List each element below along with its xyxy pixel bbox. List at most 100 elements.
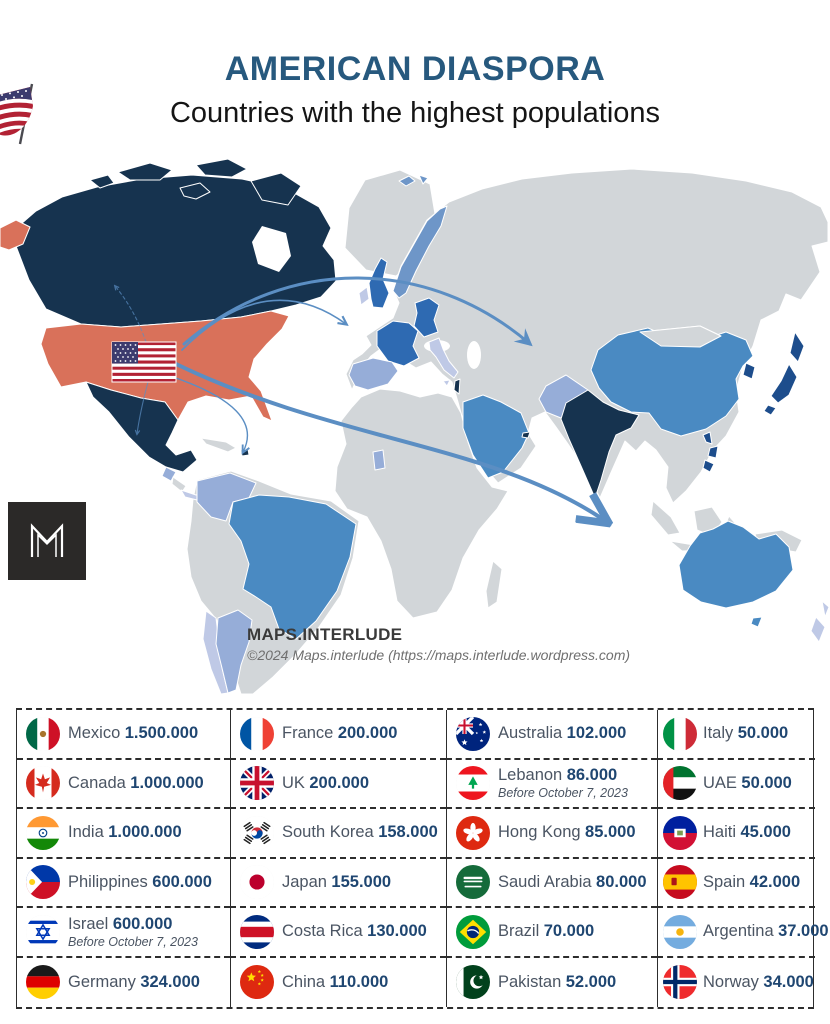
table-cell-text: South Korea 158.000 — [282, 823, 438, 842]
table-cell-text: Hong Kong 85.000 — [498, 823, 636, 842]
country-name: Japan — [282, 872, 327, 891]
country-note: Before October 7, 2023 — [498, 786, 628, 801]
country-value: 70.000 — [543, 922, 595, 941]
country-value: 102.000 — [566, 724, 627, 743]
table-cell-uk: UK 200.000 — [230, 759, 446, 809]
page-subtitle: Countries with the highest populations — [169, 97, 661, 129]
map-country-spain — [348, 357, 399, 391]
table-cell-text: Lebanon 86.000 Before October 7, 2023 — [498, 766, 628, 800]
country-name: UAE — [703, 773, 737, 792]
country-name: Norway — [703, 972, 759, 991]
table-cell-china: China 110.000 — [230, 957, 446, 1007]
table-cell-haiti: Haiti 45.000 — [657, 809, 815, 859]
map-country-italy — [428, 337, 459, 379]
map-country-south-korea — [742, 362, 756, 380]
map-region-africa — [334, 388, 509, 619]
map-europe — [348, 174, 459, 391]
map-south-america — [196, 472, 357, 695]
world-map: MAPS.INTERLUDE ©2024 Maps.interlude (htt… — [0, 150, 830, 695]
table-cell-japan: Japan 155.000 — [230, 858, 446, 908]
canada-flag-icon — [26, 766, 60, 801]
table-cell-brazil: Brazil 70.000 — [446, 908, 657, 958]
country-name: Australia — [498, 724, 563, 743]
table-cell-text: Philippines 600.000 — [68, 873, 212, 892]
table-cell-text: Norway 34.000 — [703, 973, 814, 992]
map-country-brazil — [228, 494, 357, 640]
map-country-norway — [392, 205, 448, 299]
pakistan-flag-icon — [456, 965, 490, 1000]
uk-flag-icon — [240, 766, 274, 801]
table-cell-text: Canada 1.000.000 — [68, 774, 204, 793]
country-note: Before October 7, 2023 — [68, 934, 198, 949]
country-name: China — [282, 972, 326, 991]
table-cell-text: France 200.000 — [282, 724, 397, 743]
map-country-uk — [368, 257, 390, 309]
map-north-america — [0, 158, 337, 502]
table-cell-text: Spain 42.000 — [703, 873, 800, 892]
country-name: Saudi Arabia — [498, 872, 592, 891]
country-name: Mexico — [68, 724, 121, 743]
country-name: France — [282, 724, 334, 743]
table-cell-canada: Canada 1.000.000 — [17, 760, 230, 809]
country-value: 80.000 — [596, 872, 647, 891]
france-flag-icon — [240, 716, 274, 751]
table-cell-costa-rica: Costa Rica 130.000 — [230, 908, 446, 958]
south-korea-flag-icon — [240, 815, 274, 850]
country-value: 200.000 — [309, 773, 370, 792]
credit-title: MAPS.INTERLUDE — [247, 625, 403, 644]
map-country-alaska — [0, 219, 31, 251]
map-country-haiti — [240, 448, 250, 457]
table-cell-text: India 1.000.000 — [68, 823, 182, 842]
table-cell-india: India 1.000.000 — [17, 809, 230, 859]
arrow-to-canada — [115, 286, 147, 343]
japan-flag-icon — [240, 865, 274, 900]
map-country-france — [376, 320, 420, 367]
map-country-saudi-arabia — [462, 394, 530, 479]
haiti-flag-icon — [663, 815, 697, 850]
table-cell-germany: Germany 324.000 — [17, 958, 230, 1008]
country-name: Brazil — [498, 922, 540, 941]
table-cell-argentina: Argentina 37.000 — [657, 908, 829, 958]
migration-arrows — [115, 276, 604, 520]
country-name: Spain — [703, 872, 746, 891]
map-country-ireland — [358, 286, 370, 306]
country-value: 52.000 — [565, 972, 617, 991]
hong-kong-flag-icon — [456, 815, 490, 850]
map-country-israel — [453, 378, 461, 395]
table-cell-south-korea: South Korea 158.000 — [230, 809, 446, 859]
page-title: AMERICAN DIASPORA — [224, 50, 606, 88]
country-name: India — [68, 823, 104, 842]
table-cell-norway: Norway 34.000 — [657, 957, 815, 1007]
arrow-to-australia — [174, 362, 604, 520]
map-country-cuba — [200, 437, 237, 453]
table-cell-text: Israel 600.000 Before October 7, 2023 — [68, 915, 198, 949]
country-name: UK — [282, 773, 305, 792]
table-cell-text: China 110.000 — [282, 973, 388, 992]
costa-rica-flag-icon — [240, 914, 274, 949]
map-country-uae — [521, 431, 531, 439]
arrow-to-europe — [181, 299, 346, 351]
china-flag-icon — [240, 965, 274, 1000]
map-country-west-africa-small — [372, 449, 386, 471]
table-cell-text: Italy 50.000 — [703, 724, 788, 743]
country-value: 130.000 — [367, 922, 427, 941]
m-monogram-icon — [8, 502, 86, 580]
table-cell-mexico: Mexico 1.500.000 — [17, 710, 230, 760]
country-name: South Korea — [282, 823, 374, 842]
table-cell-australia: Australia 102.000 — [446, 710, 657, 760]
table-cell-text: Germany 324.000 — [68, 973, 200, 992]
table-cell-israel: Israel 600.000 Before October 7, 2023 — [17, 908, 230, 958]
country-value: 34.000 — [763, 972, 814, 991]
country-value: 600.000 — [152, 872, 212, 891]
header: AMERICAN DIASPORA Countries with the hig… — [0, 50, 830, 130]
lebanon-flag-icon — [456, 766, 490, 801]
table-cell-uae: UAE 50.000 — [657, 759, 815, 809]
country-name: Canada — [68, 773, 126, 792]
map-country-madagascar — [485, 560, 503, 609]
us-flag-decoration — [0, 82, 46, 146]
table-cell-text: Pakistan 52.000 — [498, 973, 616, 992]
israel-flag-icon — [26, 914, 60, 949]
country-name: Germany — [68, 972, 136, 991]
table-cell-text: Australia 102.000 — [498, 724, 626, 743]
arrow-to-central-asia — [182, 276, 533, 347]
